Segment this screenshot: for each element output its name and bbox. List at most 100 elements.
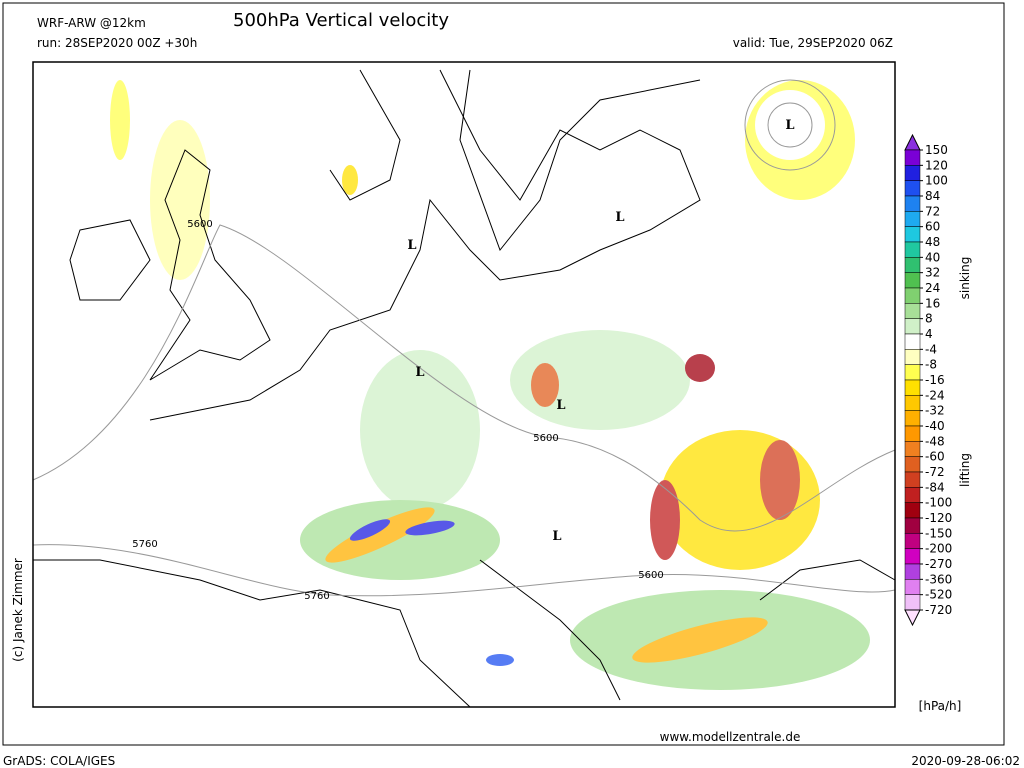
colorbar-segment <box>904 318 921 335</box>
colorbar-segment <box>904 441 921 457</box>
contour-label: 5600 <box>533 433 558 444</box>
colorbar-label: -8 <box>925 358 937 372</box>
colorbar-label: -40 <box>925 419 945 433</box>
colorbar-label: -32 <box>925 404 945 418</box>
low-label: L <box>556 398 565 413</box>
colorbar-label: -200 <box>925 542 952 556</box>
norway <box>329 69 401 201</box>
colorbar-label: 16 <box>925 296 940 310</box>
colorbar-segment <box>904 487 921 503</box>
colorbar-segment <box>904 517 921 534</box>
shade <box>150 120 210 280</box>
colorbar-label: -100 <box>925 496 952 510</box>
colorbar-segment <box>904 425 921 442</box>
colorbar-segment <box>904 349 921 365</box>
colorbar-label: -16 <box>925 373 945 387</box>
colorbar-segment <box>904 180 921 197</box>
colorbar-segment <box>904 456 921 473</box>
colorbar-segment <box>904 272 921 289</box>
shade <box>510 330 690 430</box>
colorbar-segment <box>904 149 921 166</box>
colorbar-label: 48 <box>925 235 940 249</box>
colorbar-segment <box>904 333 921 350</box>
colorbar-label: 4 <box>925 327 933 341</box>
valid-label: valid: Tue, 29SEP2020 06Z <box>733 36 893 50</box>
colorbar-label: -84 <box>925 480 945 494</box>
shade <box>110 80 130 160</box>
shade <box>755 90 825 160</box>
map-labels: L L L L L L 5600 5600 5600 5760 5760 <box>132 118 794 602</box>
shade <box>632 617 768 663</box>
colorbar-label: -120 <box>925 511 952 525</box>
sweden <box>459 69 701 252</box>
outer-frame <box>2 2 1005 746</box>
contour-label: 5600 <box>187 219 212 230</box>
colorbar: 150120100847260484032241684-4-8-16-24-32… <box>904 133 952 627</box>
timestamp: 2020-09-28-06:02 <box>911 754 1020 768</box>
shade <box>405 520 455 536</box>
low-label: L <box>407 238 416 253</box>
colorbar-segment <box>904 410 921 427</box>
shade <box>325 507 435 563</box>
colorbar-label: 32 <box>925 266 940 280</box>
contour-line <box>767 102 813 148</box>
low-label: L <box>785 118 794 133</box>
contour-label: 5760 <box>132 539 157 550</box>
shade <box>300 500 500 580</box>
colorbar-label: 84 <box>925 189 940 203</box>
colorbar-segment <box>904 594 921 611</box>
colorbar-segment <box>904 502 921 519</box>
run-label: run: 28SEP2020 00Z +30h <box>37 36 197 50</box>
shade <box>650 480 680 560</box>
colorbar-label: -520 <box>925 588 952 602</box>
colorbar-label: -72 <box>925 465 945 479</box>
shade <box>486 654 514 666</box>
colorbar-end <box>904 133 921 151</box>
shade <box>685 354 715 382</box>
model-label: WRF-ARW @12km <box>37 16 146 30</box>
colorbar-label: -270 <box>925 557 952 571</box>
colorbar-label: 40 <box>925 250 940 264</box>
colorbar-label: 60 <box>925 220 940 234</box>
colorbar-label: -150 <box>925 526 952 540</box>
website: www.modellzentrale.de <box>660 730 801 744</box>
colorbar-segment <box>904 395 921 411</box>
colorbar-label: 72 <box>925 204 940 218</box>
colorbar-end <box>904 609 921 627</box>
colorbar-segment <box>904 211 921 227</box>
colorbar-label: 150 <box>925 143 948 157</box>
shade <box>342 165 358 195</box>
colorbar-label: -60 <box>925 450 945 464</box>
colorbar-segment <box>904 563 921 580</box>
map: L L L L L L 5600 5600 5600 5760 5760 <box>32 61 896 708</box>
ireland <box>69 219 151 301</box>
colorbar-segment <box>904 226 921 243</box>
contour-label: 5760 <box>304 591 329 602</box>
colorbar-segment <box>904 548 921 565</box>
colorbar-label: -360 <box>925 572 952 586</box>
lifting-label: lifting <box>958 453 972 487</box>
colorbar-segment <box>904 533 921 549</box>
contour-label: 5600 <box>638 570 663 581</box>
mediterranean-north <box>33 559 471 708</box>
contour-line <box>32 544 896 597</box>
colorbar-segment <box>904 379 921 396</box>
shade <box>760 440 800 520</box>
adriatic <box>479 559 621 701</box>
height-contours <box>32 79 896 597</box>
colorbar-label: -24 <box>925 388 945 402</box>
black-sea <box>759 559 896 601</box>
colorbar-segment <box>904 165 921 181</box>
shade <box>349 519 391 541</box>
sinking-label: sinking <box>958 257 972 300</box>
contour-line <box>744 79 836 171</box>
shade <box>531 363 559 407</box>
low-label: L <box>415 365 424 380</box>
map-frame <box>32 61 896 708</box>
title: 500hPa Vertical velocity <box>233 10 449 31</box>
colorbar-label: 120 <box>925 158 948 172</box>
unit-label: [hPa/h] <box>919 699 962 713</box>
low-label: L <box>615 210 624 225</box>
colorbar-segment <box>904 364 921 381</box>
